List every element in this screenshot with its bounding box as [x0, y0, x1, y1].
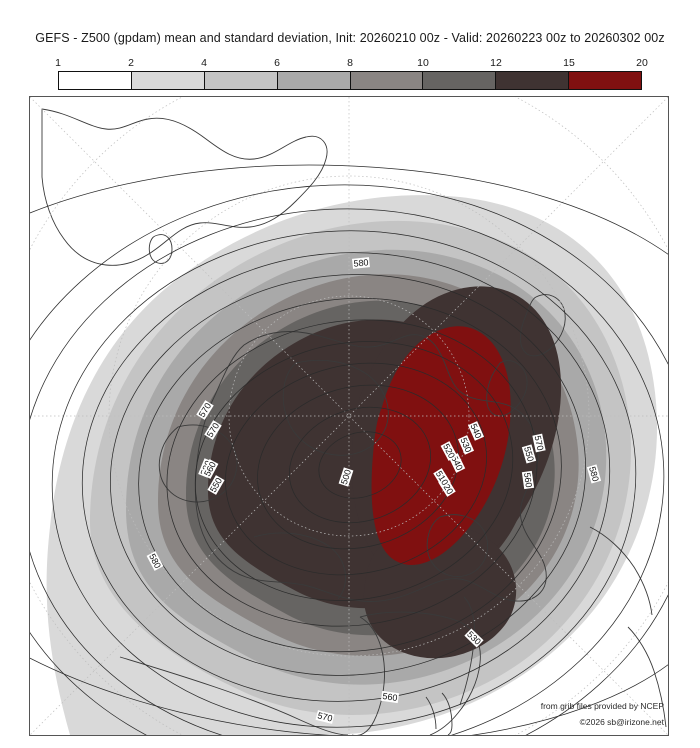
credit-copyright: ©2026 sb@irizone.net — [579, 717, 664, 727]
colorbar-tick-15: 15 — [563, 57, 575, 69]
contour-label-560-11: 560 — [521, 470, 535, 490]
filled-contour-bands — [30, 97, 668, 735]
colorbar-segment-1 — [59, 72, 132, 89]
credit-source: from grib files provided by NCEP — [540, 701, 664, 711]
colorbar-segment-7 — [496, 72, 570, 89]
mean-height-contours — [30, 164, 668, 735]
contour-label-580-0: 580 — [352, 257, 370, 269]
colorbar-tick-4: 4 — [201, 57, 207, 69]
colorbar-tick-8: 8 — [347, 57, 353, 69]
colorbar-tick-10: 10 — [417, 57, 429, 69]
contour-map — [30, 97, 668, 735]
colorbar-segment-2 — [131, 72, 205, 89]
colorbar-segment-6 — [423, 72, 497, 89]
colorbar-tick-1: 1 — [55, 57, 61, 69]
contour-label-560-10: 560 — [380, 690, 400, 704]
colorbar-swatches — [58, 71, 642, 90]
colorbar-tick-6: 6 — [274, 57, 280, 69]
colorbar-tick-labels: 1 2 4 6 8 10 12 15 20 — [55, 57, 648, 71]
map-panel[interactable]: 5805805805805805705705705705605605605505… — [29, 96, 669, 736]
graticule — [30, 97, 668, 735]
colorbar-tick-2: 2 — [128, 57, 134, 69]
colorbar-segment-4 — [277, 72, 351, 89]
colorbar-segment-5 — [350, 72, 424, 89]
colorbar-tick-12: 12 — [490, 57, 502, 69]
page-title: GEFS - Z500 (gpdam) mean and standard de… — [35, 31, 665, 45]
colorbar-segment-3 — [204, 72, 278, 89]
colorbar-segment-8 — [569, 72, 641, 89]
colorbar: 1 2 4 6 8 10 12 15 20 — [55, 57, 648, 90]
colorbar-tick-20: 20 — [636, 57, 648, 69]
